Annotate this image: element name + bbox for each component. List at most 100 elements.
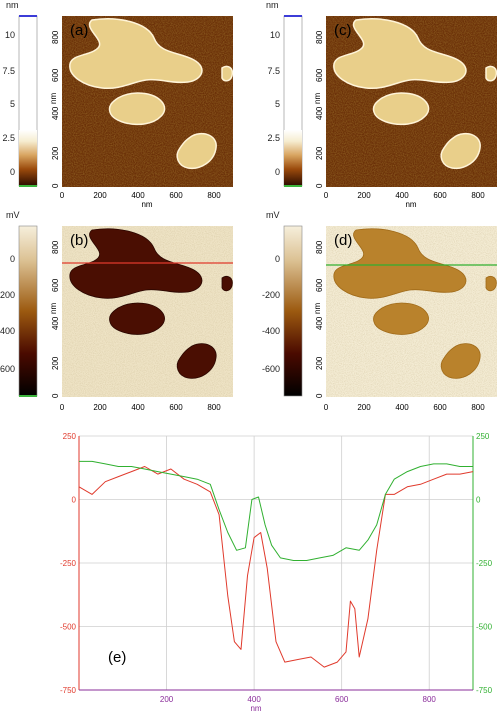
axes-d: 0 200 400 600 800 nm 0 200 400 600 800: [313, 240, 485, 412]
y-tick-a-2: 400: [51, 106, 60, 120]
x-tick-c-3: 600: [433, 191, 447, 200]
colorbar-tick-d-0: 0: [275, 254, 280, 264]
y-tick-b-3: 600: [51, 278, 60, 292]
y-tick-left-e-3: -500: [60, 623, 77, 632]
image-d: (d): [326, 226, 497, 397]
x-tick-a-1: 200: [93, 191, 107, 200]
colorbar-tick-c-1: 7.5: [267, 66, 280, 76]
y-tick-c-4: 800: [315, 30, 324, 44]
y-tick-left-e-4: -750: [60, 686, 77, 695]
y-tick-left-e-1: 0: [72, 496, 77, 505]
x-tick-e-1: 400: [247, 695, 261, 704]
colorbar-tick-c-0: 10: [270, 30, 280, 40]
colorbar-tick-b-3: -600: [0, 364, 15, 374]
image-a: (a): [62, 16, 234, 187]
panel-d: mV 0 -200 -400 -600 (d) 0 200 400 600 80…: [262, 210, 497, 412]
x-tick-b-0: 0: [60, 403, 65, 412]
colorbar-tick-d-3: -600: [262, 364, 280, 374]
y-tick-right-e-0: 250: [476, 432, 490, 441]
x-tick-d-0: 0: [324, 403, 329, 412]
colorbar-d: mV 0 -200 -400 -600: [262, 210, 303, 397]
y-tick-b-4: 800: [51, 240, 60, 254]
colorbar-unit-d: mV: [266, 210, 280, 220]
x-tick-d-3: 600: [433, 403, 447, 412]
y-tick-right-e-3: -500: [476, 623, 493, 632]
y-tick-right-e-2: -250: [476, 559, 493, 568]
y-tick-a-3: 600: [51, 68, 60, 82]
colorbar-tick-b-2: -400: [0, 326, 15, 336]
y-tick-d-2: 400: [315, 316, 324, 330]
panel-label-a: (a): [70, 22, 88, 39]
x-tick-a-0: 0: [60, 191, 65, 200]
x-tick-b-1: 200: [93, 403, 107, 412]
colorbar-tick-a-3: 2.5: [2, 133, 15, 143]
y-label-d: nm: [313, 303, 322, 314]
x-tick-b-4: 800: [207, 403, 221, 412]
image-b: (b): [62, 226, 233, 397]
y-tick-b-2: 400: [51, 316, 60, 330]
y-tick-right-e-4: -750: [476, 686, 493, 695]
colorbar-tick-a-1: 7.5: [2, 66, 15, 76]
y-tick-b-1: 200: [51, 356, 60, 370]
x-tick-b-3: 600: [169, 403, 183, 412]
x-tick-c-0: 0: [324, 191, 329, 200]
y-tick-d-3: 600: [315, 278, 324, 292]
panel-b: mV 0 -200 -400 -600 (b) 0 200 400 600 80…: [0, 210, 233, 412]
colorbar-tick-a-2: 5: [10, 99, 15, 109]
y-label-c: nm: [313, 93, 322, 104]
y-tick-c-2: 400: [315, 106, 324, 120]
y-label-a: nm: [49, 93, 58, 104]
y-tick-c-3: 600: [315, 68, 324, 82]
colorbar-tick-d-1: -200: [262, 290, 280, 300]
x-tick-b-2: 400: [131, 403, 145, 412]
panel-a: nm 10 7.5 5 2.5 0 (a) 0 200 400 600 800 …: [2, 0, 234, 209]
colorbar-tick-b-1: -200: [0, 290, 15, 300]
panel-label-d: (d): [334, 232, 352, 249]
y-tick-d-4: 800: [315, 240, 324, 254]
x-tick-d-4: 800: [471, 403, 485, 412]
panel-c: nm 10 7.5 5 2.5 0 (c) 0 200 400 600 800 …: [266, 0, 498, 209]
y-tick-c-0: 0: [315, 183, 324, 188]
x-tick-a-4: 800: [207, 191, 221, 200]
colorbar-unit-a: nm: [6, 0, 19, 10]
x-tick-c-1: 200: [357, 191, 371, 200]
colorbar-tick-b-0: 0: [10, 254, 15, 264]
x-tick-c-2: 400: [395, 191, 409, 200]
x-label-a: nm: [141, 200, 152, 209]
colorbar-unit-c: nm: [266, 0, 279, 10]
colorbar-tick-c-2: 5: [275, 99, 280, 109]
y-label-b: nm: [49, 303, 58, 314]
colorbar-b: mV 0 -200 -400 -600: [0, 210, 38, 397]
profile-series-1: [79, 460, 473, 561]
x-tick-d-1: 200: [357, 403, 371, 412]
axes-a: 0 200 400 600 800 nm 0 200 400 600 800 n…: [49, 30, 221, 209]
y-tick-a-0: 0: [51, 183, 60, 188]
panel-label-b: (b): [70, 232, 88, 249]
x-tick-c-4: 800: [471, 191, 485, 200]
colorbar-tick-c-4: 0: [275, 167, 280, 177]
panel-label-e: (e): [108, 649, 126, 666]
x-label-c: nm: [405, 200, 416, 209]
x-label-e: nm: [250, 704, 261, 713]
y-tick-left-e-2: -250: [60, 559, 77, 568]
y-tick-b-0: 0: [51, 393, 60, 398]
y-tick-c-1: 200: [315, 146, 324, 160]
colorbar-a: nm 10 7.5 5 2.5 0: [2, 0, 38, 187]
x-tick-e-3: 800: [423, 695, 437, 704]
y-tick-right-e-1: 0: [476, 496, 481, 505]
colorbar-c: nm 10 7.5 5 2.5 0: [266, 0, 303, 187]
x-tick-e-0: 200: [160, 695, 174, 704]
axes-c: 0 200 400 600 800 nm 0 200 400 600 800 n…: [313, 30, 485, 209]
y-tick-a-4: 800: [51, 30, 60, 44]
colorbar-tick-d-2: -400: [262, 326, 280, 336]
ticks-e: 200 400 600 800 250 250 0 0 -250 -250 -500 -500 -750…: [60, 432, 493, 704]
y-tick-left-e-0: 250: [63, 432, 77, 441]
image-c: (c): [326, 16, 498, 187]
colorbar-unit-b: mV: [6, 210, 20, 220]
y-tick-d-1: 200: [315, 356, 324, 370]
x-tick-d-2: 400: [395, 403, 409, 412]
colorbar-tick-a-4: 0: [10, 167, 15, 177]
x-tick-e-2: 600: [335, 695, 349, 704]
series-lines-e: [78, 460, 474, 668]
